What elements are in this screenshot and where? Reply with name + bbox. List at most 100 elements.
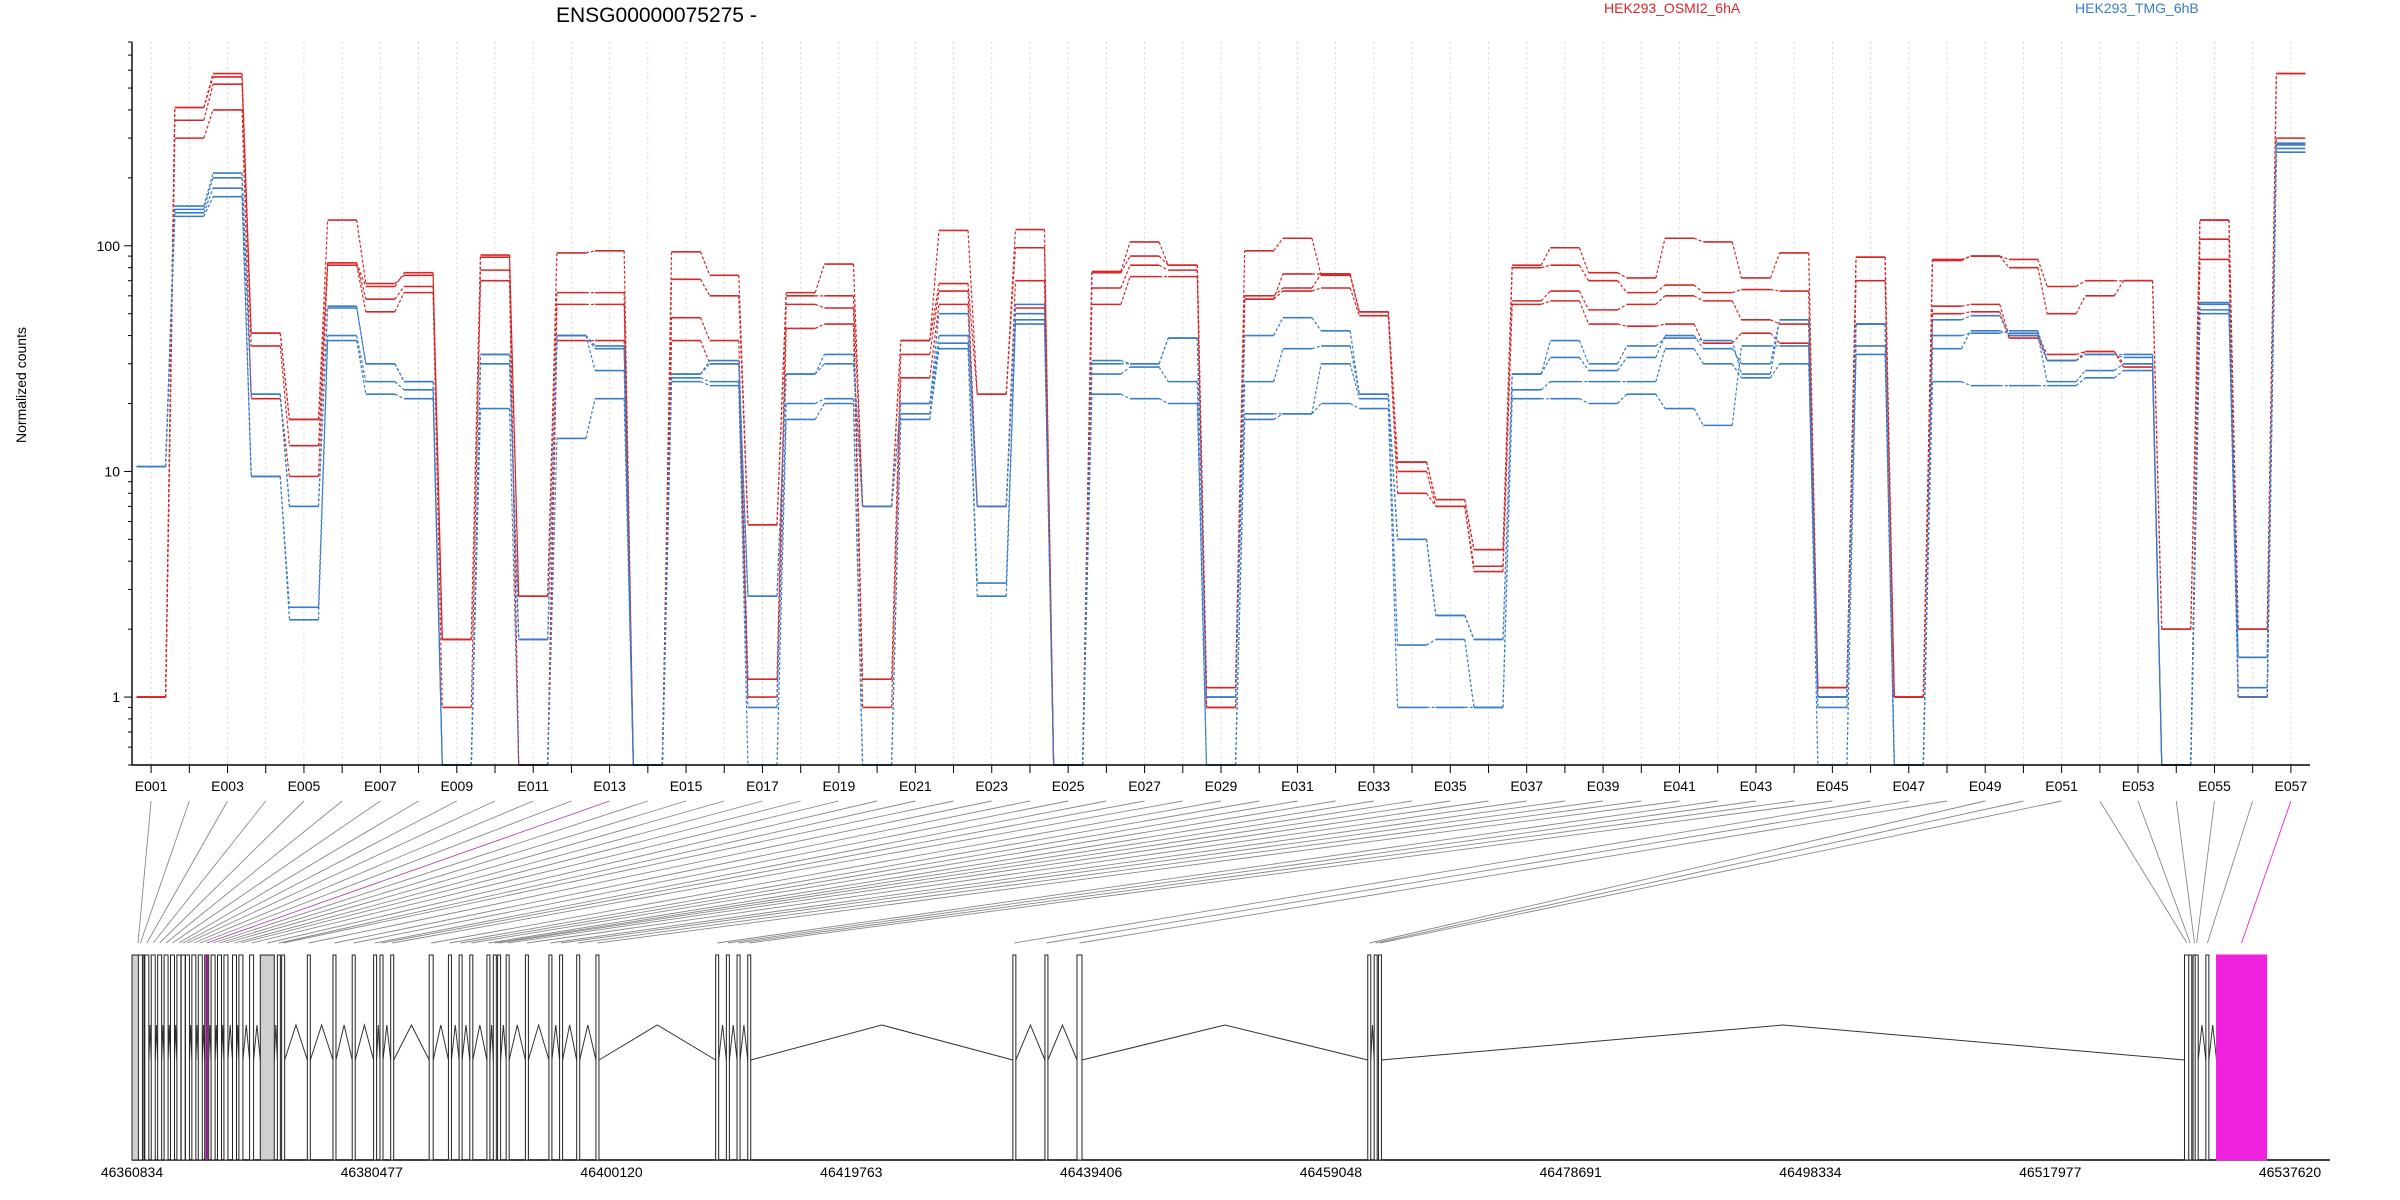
series-connector xyxy=(1387,311,1399,463)
intron xyxy=(1015,1023,1046,1061)
series-connector xyxy=(470,280,482,708)
series-connector xyxy=(1846,354,1857,766)
series-connector xyxy=(891,340,902,507)
series-connector xyxy=(470,408,482,766)
exon-box xyxy=(469,954,474,1161)
series-connector xyxy=(1731,363,1742,379)
legend-item-tmg: HEK293_TMG_6hB xyxy=(2075,0,2199,16)
intron xyxy=(739,1024,749,1061)
exon-connector xyxy=(597,800,1680,944)
series-connector xyxy=(1693,295,1704,302)
series-connector xyxy=(1349,330,1360,395)
exon-connector xyxy=(494,800,1413,944)
series-connector xyxy=(2075,353,2086,362)
series-connector xyxy=(661,377,673,766)
series-connector xyxy=(279,333,291,420)
genome-tick-label: 46459048 xyxy=(1300,1164,1363,1180)
series-connector xyxy=(1540,381,1551,391)
exon-connector xyxy=(234,800,763,944)
series-connector xyxy=(1464,639,1475,708)
x-tick-label: E009 xyxy=(440,778,473,794)
x-tick-label: E005 xyxy=(288,778,321,794)
exon-box xyxy=(163,954,169,1161)
exon-box xyxy=(217,954,223,1161)
series-connector xyxy=(470,255,482,640)
series-connector xyxy=(2037,330,2048,361)
intron xyxy=(728,1024,738,1061)
series-connector xyxy=(1579,398,1589,405)
series-connector xyxy=(279,394,291,507)
exon-box xyxy=(458,954,463,1161)
series-connector xyxy=(1311,363,1322,414)
series-connector xyxy=(738,385,749,766)
x-tick-label: E031 xyxy=(1281,778,1314,794)
series-connector xyxy=(700,381,710,387)
exon-box xyxy=(144,954,150,1161)
exon-box xyxy=(548,954,553,1161)
series-connector xyxy=(317,262,329,446)
exon-box xyxy=(1012,954,1017,1161)
series-connector xyxy=(394,393,405,400)
series-connector xyxy=(929,348,940,420)
exon-box xyxy=(559,954,564,1161)
series-connector xyxy=(891,413,902,766)
x-tick-label: E039 xyxy=(1587,778,1620,794)
series-connector xyxy=(585,250,596,254)
intron xyxy=(309,1023,334,1061)
series-connector xyxy=(203,84,214,121)
series-connector xyxy=(2113,351,2125,365)
series-connector xyxy=(1311,238,1322,276)
series-connector xyxy=(1731,241,1743,279)
series-connector xyxy=(1120,393,1131,400)
series-connector xyxy=(1541,264,1551,269)
intron xyxy=(508,1024,526,1061)
series-connector xyxy=(1655,323,1666,327)
series-connector xyxy=(1731,300,1742,321)
series-connector xyxy=(967,313,978,507)
series-connector xyxy=(1961,311,1971,315)
series-connector xyxy=(279,345,291,446)
intron xyxy=(2197,1024,2207,1061)
series-connector xyxy=(470,354,482,766)
series-connector xyxy=(1158,366,1169,382)
series-connector xyxy=(1273,237,1284,252)
series-connector xyxy=(203,177,214,210)
exon-connector xyxy=(139,800,190,944)
exon-box xyxy=(180,954,186,1161)
exon-box xyxy=(332,954,337,1161)
series-connector xyxy=(2190,220,2201,630)
series-connector xyxy=(432,381,443,766)
series-connector xyxy=(1540,247,1551,266)
series-connector xyxy=(394,292,405,313)
genome-tick-label: 46498334 xyxy=(1779,1164,1842,1180)
series-connector xyxy=(2075,370,2086,383)
series-connector xyxy=(1082,360,1093,766)
series-connector xyxy=(1693,337,1704,342)
series-connector xyxy=(1769,319,1781,375)
exon-connector xyxy=(1375,800,2024,944)
series-connector xyxy=(1617,272,1628,279)
series-connector xyxy=(1731,348,1742,365)
series-connector xyxy=(508,354,520,640)
series-connector xyxy=(1234,413,1246,766)
series-connector xyxy=(1273,348,1284,382)
series-connector xyxy=(1693,237,1704,243)
series-connector xyxy=(2075,350,2086,355)
exon-connector xyxy=(2175,800,2195,944)
y-tick-label: 100 xyxy=(97,238,121,254)
series-connector xyxy=(394,381,405,391)
series-connector xyxy=(1884,257,1895,698)
series-connector xyxy=(1961,255,1971,260)
exon-connector xyxy=(717,800,1718,944)
x-tick-label: E025 xyxy=(1052,778,1085,794)
series-connector xyxy=(1732,288,1742,294)
exon-box xyxy=(1076,954,1083,1161)
series-connector xyxy=(1196,381,1208,766)
series-connector xyxy=(2266,73,2277,630)
series-connector xyxy=(165,206,176,467)
series-connector xyxy=(852,398,864,766)
exon-box xyxy=(210,954,216,1161)
series-connector xyxy=(1961,381,1971,387)
series-connector xyxy=(2037,335,2048,382)
exon-box xyxy=(276,954,281,1161)
